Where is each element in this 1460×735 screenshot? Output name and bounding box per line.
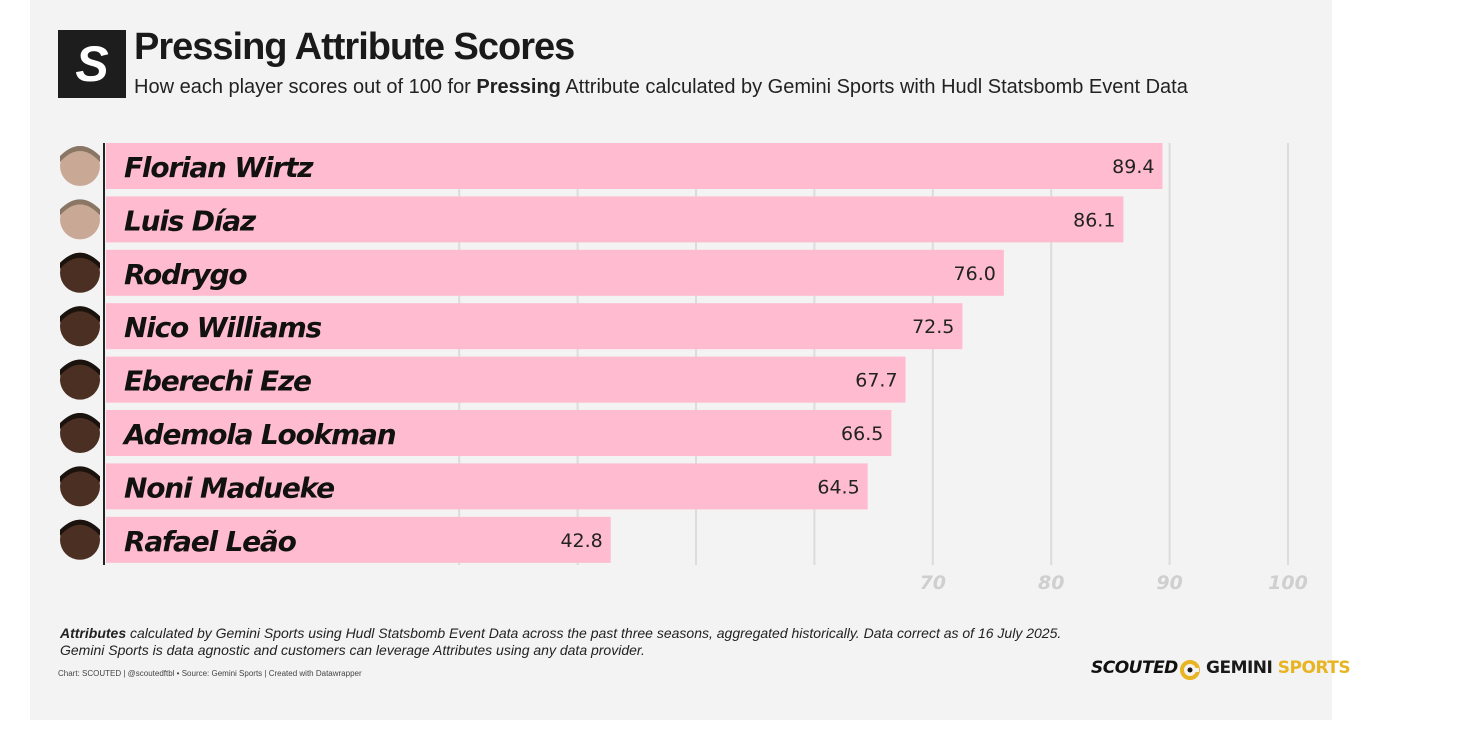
x-tick-label: 100: [1268, 572, 1308, 594]
gemini-word: GEMINI: [1206, 658, 1273, 678]
player-name-label: Rodrygo: [124, 258, 247, 291]
gemini-sports-icon: [1180, 660, 1200, 680]
value-label: 86.1: [1073, 209, 1115, 231]
player-avatar: [60, 146, 100, 186]
player-name-label: Nico Williams: [124, 311, 322, 344]
bar: [106, 303, 963, 350]
chart-credit: Chart: SCOUTED | @scoutedftbl • Source: …: [58, 669, 362, 678]
value-label: 66.5: [841, 423, 883, 445]
player-name-label: Eberechi Eze: [124, 365, 311, 398]
player-avatar: [60, 359, 100, 400]
value-label: 64.5: [817, 476, 859, 498]
subtitle-text-before: How each player scores out of 100 for: [134, 76, 477, 98]
player-avatar: [60, 519, 100, 560]
player-avatar-hair: [60, 199, 100, 216]
player-avatar: [60, 199, 100, 240]
footnote: Attributes calculated by Gemini Sports u…: [60, 625, 1110, 659]
player-avatar-hair: [60, 252, 100, 269]
bar: [106, 249, 1004, 296]
player-name-label: Florian Wirtz: [124, 151, 314, 184]
chart-title: Pressing Attribute Scores: [134, 26, 575, 68]
player-name-label: Luis Díaz: [124, 204, 257, 237]
player-avatar-hair: [60, 413, 100, 429]
footnote-line-1: Attributes calculated by Gemini Sports u…: [60, 625, 1110, 642]
bar: [106, 463, 868, 510]
x-tick-label: 70: [920, 572, 946, 594]
logo-letter: S: [75, 36, 109, 92]
sports-word: SPORTS: [1272, 658, 1351, 678]
bar: [106, 516, 611, 563]
subtitle-bold: Pressing: [476, 76, 561, 98]
player-name-label: Rafael Leão: [124, 525, 297, 558]
player-name-label: Noni Madueke: [124, 471, 334, 504]
value-label: 72.5: [912, 316, 954, 338]
player-avatar: [60, 306, 100, 347]
footnote-line-2: Gemini Sports is data agnostic and custo…: [60, 642, 645, 658]
value-label: 67.7: [855, 370, 897, 392]
bar: [106, 143, 1163, 189]
x-tick-label: 80: [1038, 572, 1064, 594]
player-name-label: Ademola Lookman: [122, 418, 396, 451]
player-avatar-hair: [60, 359, 100, 376]
value-label: 89.4: [1112, 156, 1154, 178]
bar: [106, 196, 1124, 243]
footnote-bold: Attributes: [60, 625, 127, 641]
value-label: 42.8: [560, 530, 602, 552]
player-avatar: [60, 466, 100, 507]
x-tick-label: 90: [1156, 572, 1182, 594]
bar: [106, 356, 906, 403]
bar: [106, 410, 892, 456]
player-avatar: [60, 413, 100, 453]
chart-subtitle: How each player scores out of 100 for Pr…: [134, 76, 1188, 99]
footnote-line-1-text: calculated by Gemini Sports using Hudl S…: [126, 625, 1062, 641]
player-avatar-hair: [60, 146, 100, 162]
value-label: 76.0: [954, 263, 996, 285]
player-avatar-hair: [60, 466, 100, 483]
scouted-wordmark: SCOUTED: [1091, 658, 1178, 678]
scouted-logo: S: [58, 30, 126, 98]
player-avatar-hair: [60, 306, 100, 323]
subtitle-text-after: Attribute calculated by Gemini Sports wi…: [560, 76, 1188, 98]
player-avatar: [60, 252, 100, 293]
player-avatar-hair: [60, 519, 100, 536]
gemini-sports-wordmark: GEMINI SPORTS: [1206, 658, 1351, 678]
